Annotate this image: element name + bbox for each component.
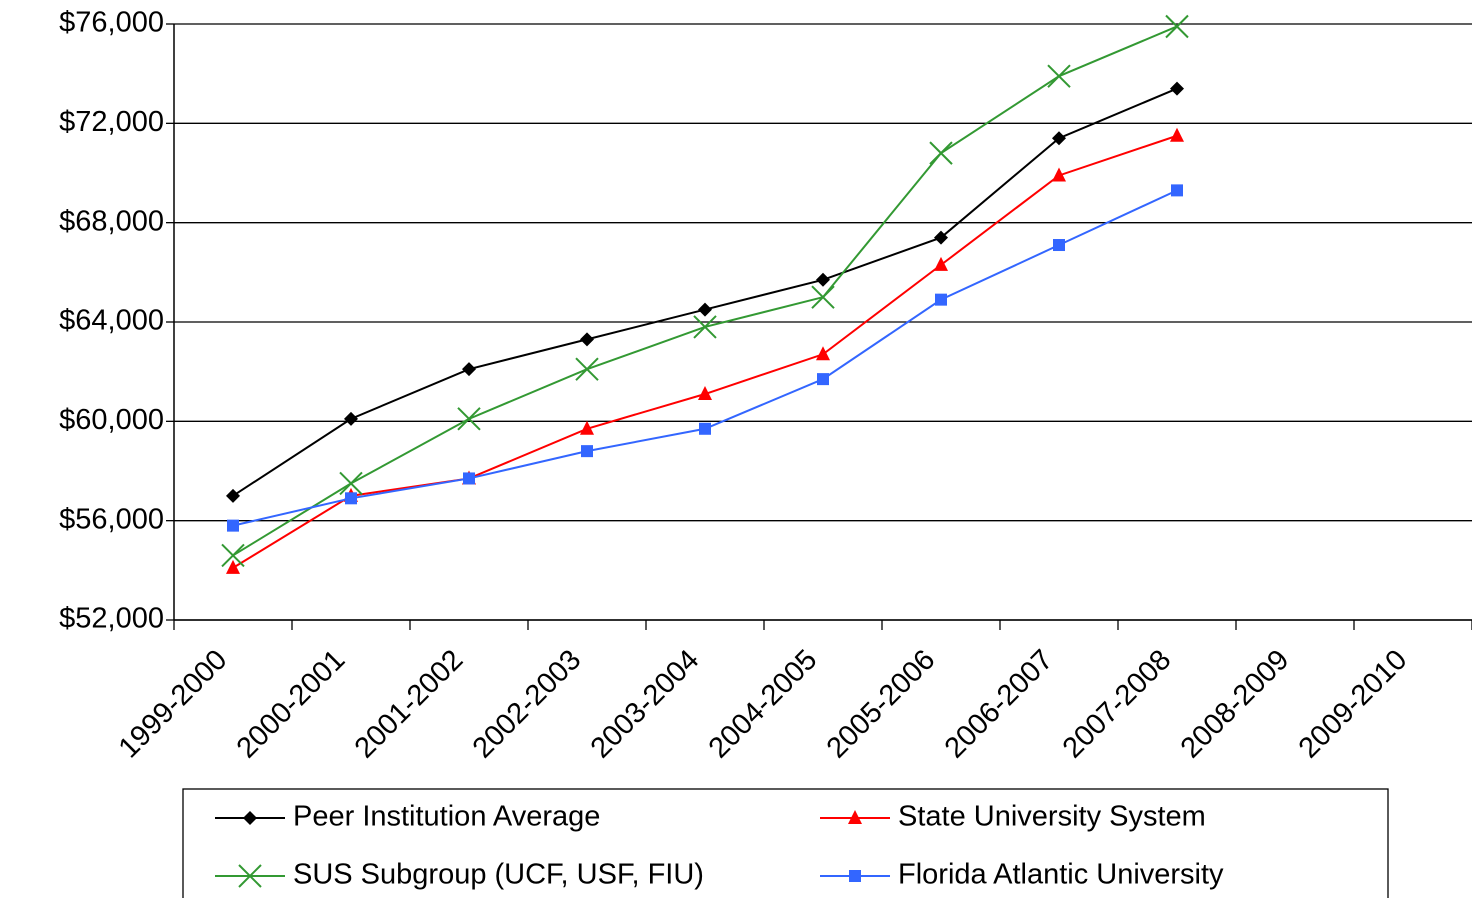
marker (226, 559, 240, 574)
marker (462, 362, 476, 377)
marker (817, 373, 829, 386)
legend-box (182, 788, 1389, 898)
marker (581, 445, 593, 458)
x-tick-label: 2002-2003 (467, 644, 588, 765)
marker (935, 293, 947, 306)
legend-label: SUS Subgroup (UCF, USF, FIU) (293, 859, 704, 891)
x-tick-label: 2007-2008 (1057, 644, 1178, 765)
y-tick-label: $68,000 (59, 205, 164, 237)
marker (1165, 14, 1189, 39)
marker (463, 472, 475, 485)
marker (344, 411, 358, 426)
marker (227, 519, 239, 532)
y-tick-label: $60,000 (59, 404, 164, 436)
marker (693, 315, 717, 339)
marker (1052, 167, 1066, 182)
marker (575, 357, 599, 381)
y-tick-label: $52,000 (59, 603, 164, 635)
series-line (232, 25, 1178, 557)
legend-label: Florida Atlantic University (898, 859, 1224, 891)
marker (457, 407, 481, 431)
x-tick-label: 2006-2007 (939, 644, 1060, 765)
marker (1047, 64, 1071, 88)
x-tick-label: 1999-2000 (113, 644, 234, 765)
legend-marker (848, 810, 862, 824)
legend-label: State University System (898, 801, 1206, 833)
x-tick-label: 2008-2009 (1175, 644, 1296, 765)
marker (345, 492, 357, 505)
marker (934, 256, 948, 271)
marker (698, 386, 712, 401)
marker (929, 141, 953, 165)
x-tick-label: 2000-2001 (231, 644, 352, 765)
marker (698, 302, 712, 317)
legend-label: Peer Institution Average (293, 801, 600, 833)
y-tick-label: $72,000 (59, 106, 164, 138)
marker (580, 420, 594, 435)
x-tick-label: 2005-2006 (821, 644, 942, 765)
marker (816, 346, 830, 361)
marker (1170, 81, 1184, 96)
x-tick-label: 2009-2010 (1293, 644, 1414, 765)
marker (816, 272, 830, 287)
marker (226, 488, 240, 503)
series-line (232, 189, 1178, 527)
marker (1053, 239, 1065, 252)
series-line (232, 134, 1178, 569)
y-tick-label: $56,000 (59, 503, 164, 535)
marker (699, 422, 711, 435)
marker (221, 543, 245, 568)
y-tick-label: $64,000 (59, 305, 164, 337)
legend-marker (243, 811, 257, 825)
x-tick-label: 2004-2005 (703, 644, 824, 765)
legend: Peer Institution Average State University… (182, 788, 1389, 898)
x-tick-label: 2001-2002 (349, 644, 470, 765)
y-tick-label: $76,000 (59, 7, 164, 39)
legend-marker (849, 870, 861, 882)
marker (811, 285, 835, 309)
marker (1171, 184, 1183, 197)
marker (1170, 127, 1184, 142)
marker (339, 471, 363, 496)
marker (934, 230, 948, 245)
x-tick-label: 2003-2004 (585, 644, 706, 765)
legend-marker (238, 864, 262, 888)
marker (1052, 131, 1066, 146)
marker (580, 332, 594, 347)
